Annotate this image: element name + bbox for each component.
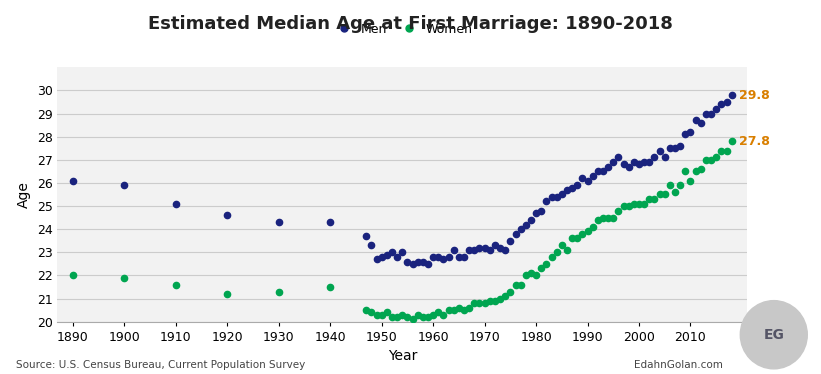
Circle shape xyxy=(741,301,807,369)
Text: 29.8: 29.8 xyxy=(739,89,769,102)
Y-axis label: Age: Age xyxy=(17,181,31,208)
Text: Estimated Median Age at First Marriage: 1890-2018: Estimated Median Age at First Marriage: … xyxy=(148,15,673,33)
Legend: Men, Women: Men, Women xyxy=(327,18,478,41)
Text: 27.8: 27.8 xyxy=(739,135,769,148)
Text: EG: EG xyxy=(764,328,784,342)
X-axis label: Year: Year xyxy=(388,349,417,363)
Text: Source: U.S. Census Bureau, Current Population Survey: Source: U.S. Census Bureau, Current Popu… xyxy=(16,360,305,370)
Text: EdahnGolan.com: EdahnGolan.com xyxy=(634,360,722,370)
